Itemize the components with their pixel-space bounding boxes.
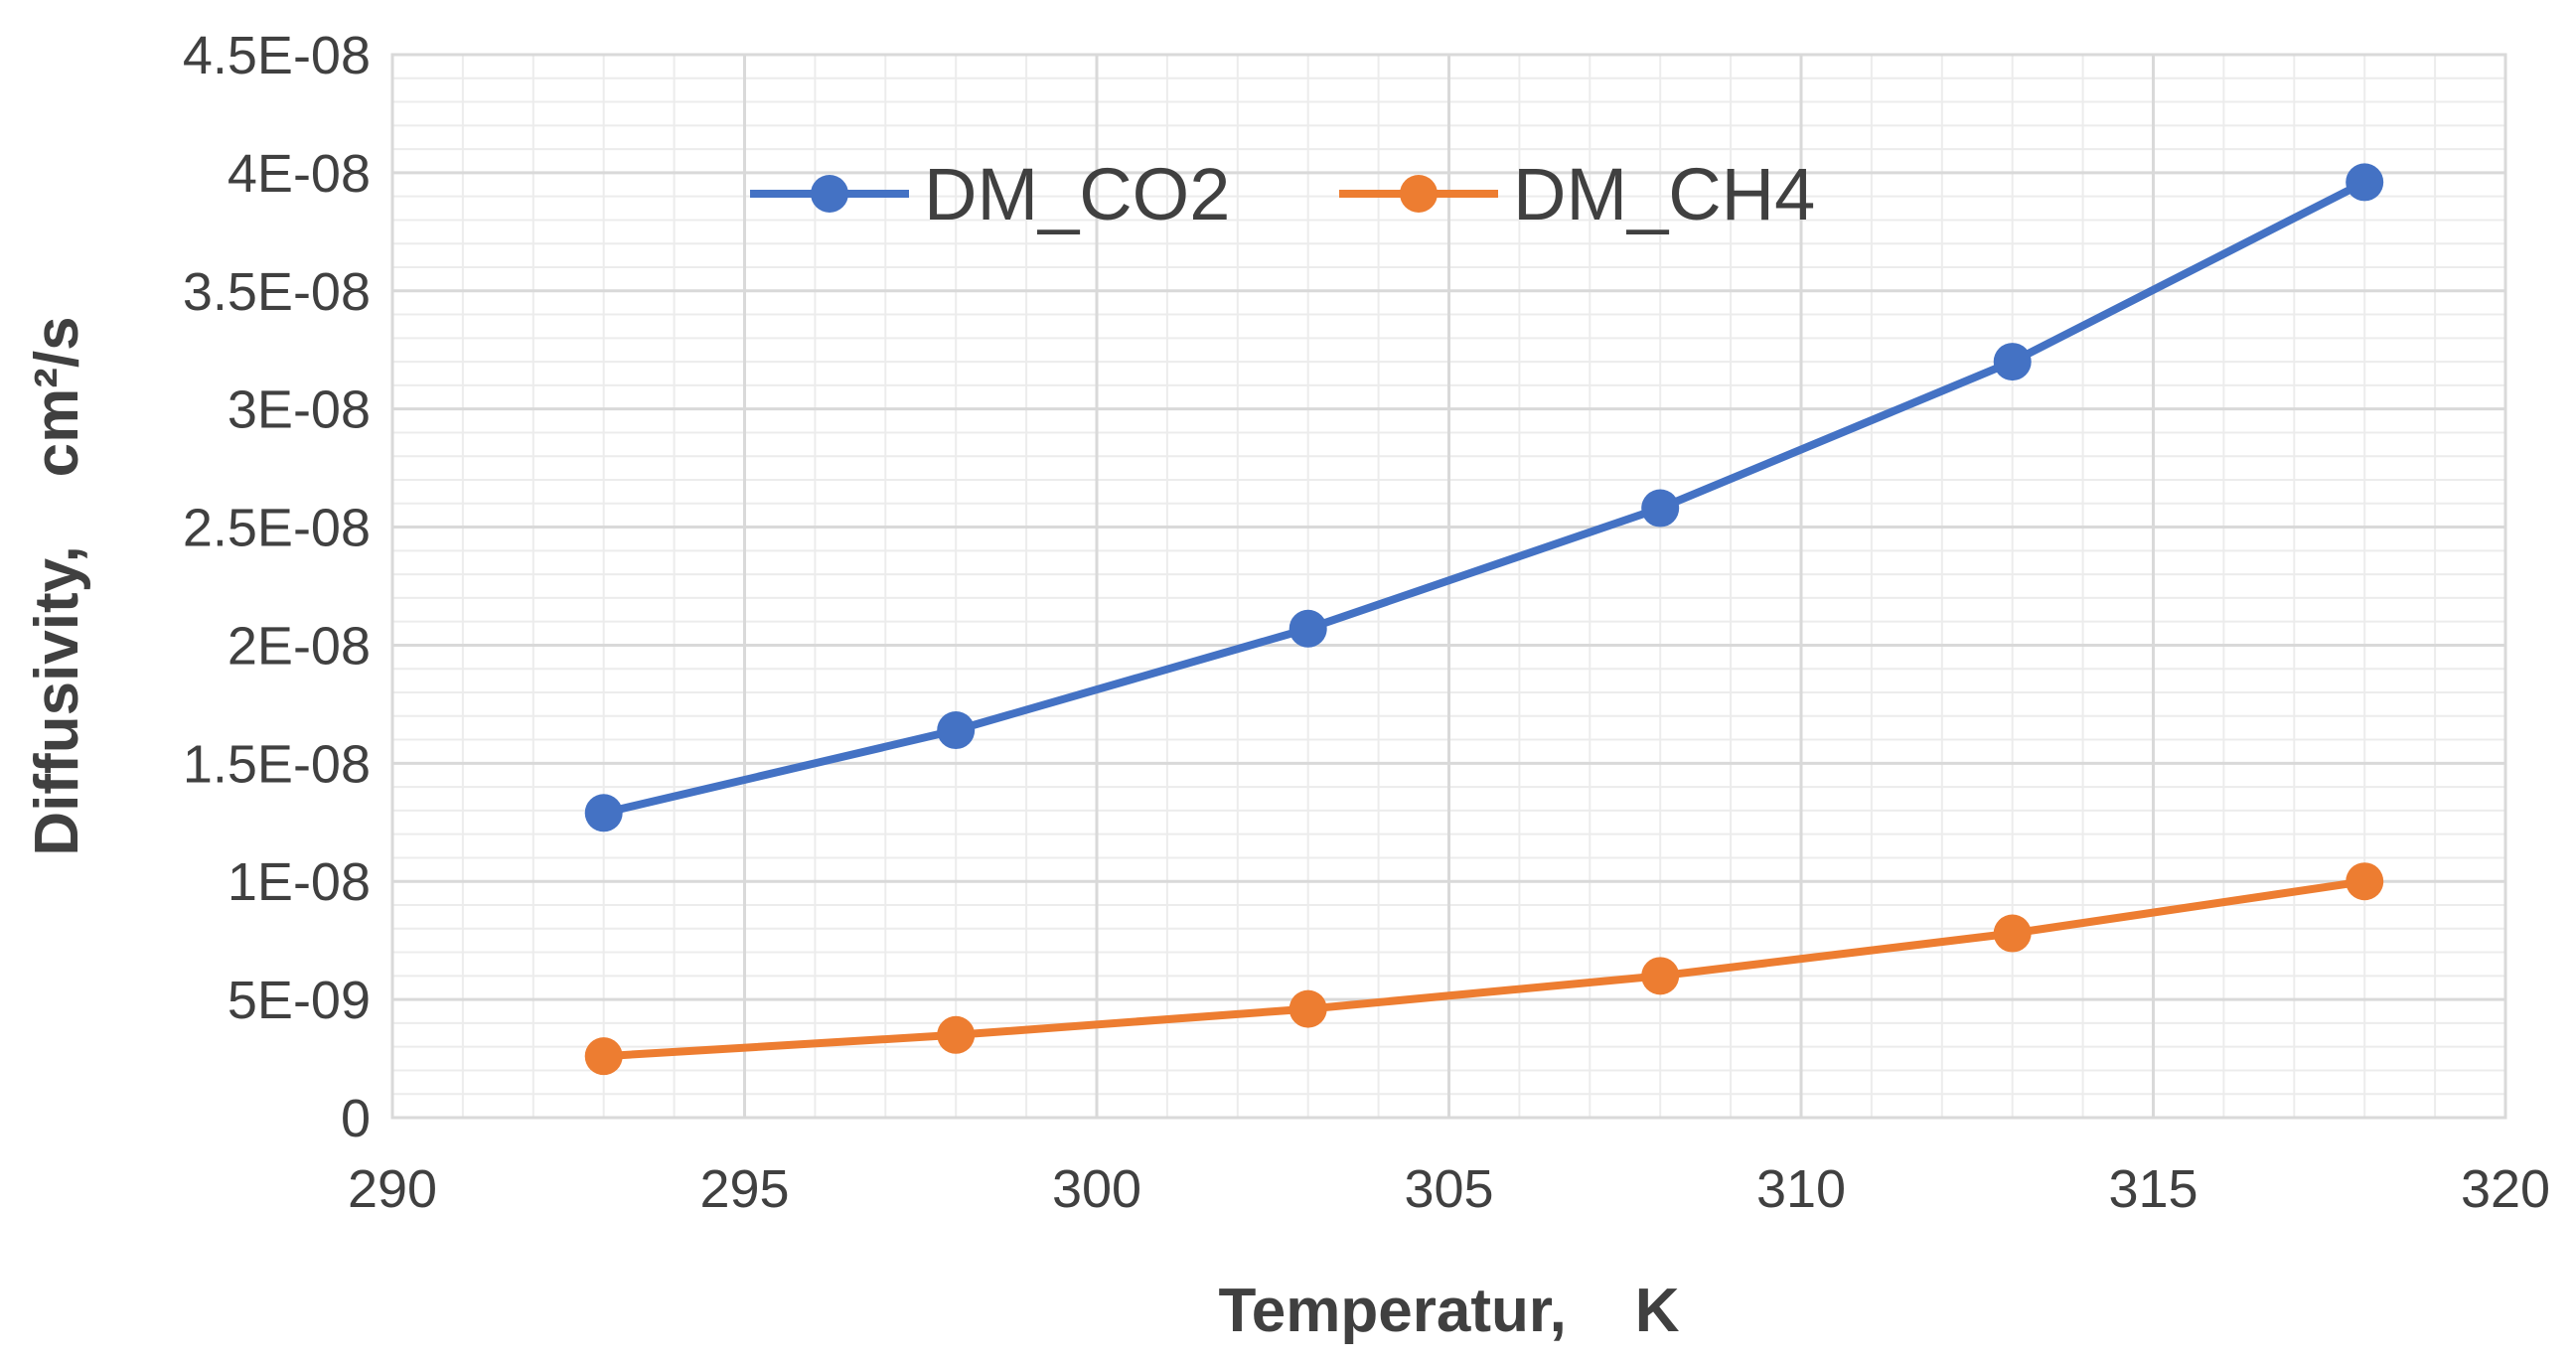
y-tick-label: 5E-09 [227,971,371,1030]
x-tick-label: 290 [348,1159,437,1219]
data-point-dm-ch4 [937,1015,976,1054]
legend-item-dm-co2: DM_CO2 [750,153,1230,235]
y-tick-label: 2.5E-08 [183,499,371,558]
data-point-dm-co2 [1288,609,1327,648]
data-point-dm-co2 [2346,163,2384,202]
y-tick-label: 1E-08 [227,852,371,912]
data-point-dm-co2 [1993,343,2032,381]
y-tick-label: 3.5E-08 [183,262,371,322]
data-point-dm-ch4 [1288,989,1327,1028]
series-line-dm-co2 [599,178,2369,818]
x-tick-label: 295 [699,1159,789,1219]
y-axis-title: Diffusivity, cm²/s [23,316,91,855]
y-tick-label: 2E-08 [227,616,371,676]
data-point-dm-co2 [937,711,976,750]
x-axis-tick-labels: 290 295 300 305 310 315 320 [348,1159,2550,1219]
x-tick-label: 320 [2461,1159,2550,1219]
legend-label-dm-co2: DM_CO2 [924,153,1230,235]
series-layer [584,163,2384,1076]
data-point-dm-ch4 [1641,957,1680,995]
data-point-dm-co2 [584,794,623,832]
y-tick-label: 4.5E-08 [183,26,371,85]
y-axis-tick-labels: 0 5E-09 1E-08 1.5E-08 2E-08 2.5E-08 3E-08 3.5E-… [183,26,371,1148]
x-tick-label: 305 [1404,1159,1493,1219]
legend-label-dm-ch4: DM_CH4 [1513,153,1815,235]
data-point-dm-ch4 [2346,862,2384,901]
plot-area-border [390,53,2507,1120]
data-point-dm-co2 [1641,489,1680,528]
series-dm-ch4 [584,862,2384,1076]
data-point-dm-ch4 [1993,914,2032,953]
y-tick-label: 3E-08 [227,380,371,440]
data-point-dm-ch4 [584,1037,623,1076]
legend-swatch-marker-dm-co2 [811,175,848,213]
legend-item-dm-ch4: DM_CH4 [1339,153,1815,235]
series-line-dm-ch4 [599,877,2369,1061]
legend: DM_CO2 DM_CH4 [750,153,1815,235]
legend-swatch-marker-dm-ch4 [1400,175,1438,213]
x-tick-label: 315 [2108,1159,2197,1219]
x-tick-label: 300 [1052,1159,1141,1219]
x-tick-label: 310 [1756,1159,1846,1219]
x-axis-title: Temperatur, K [1219,1277,1680,1345]
y-tick-label: 0 [341,1089,371,1148]
y-tick-label: 4E-08 [227,144,371,204]
series-dm-co2 [584,163,2384,832]
y-tick-label: 1.5E-08 [183,734,371,794]
major-gridlines [390,53,2507,1120]
